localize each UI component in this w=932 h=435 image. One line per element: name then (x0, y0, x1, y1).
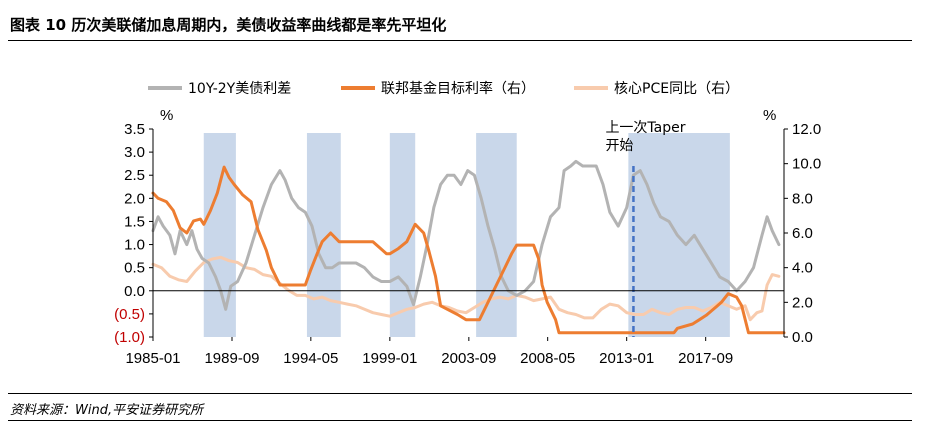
axes: 3.5 3.0 2.5 2.0 1.5 1.0 0.5 0.0 (0.5) (1.0)% 12.0 1… (114, 107, 821, 367)
shaded-period (476, 133, 517, 337)
figure-title: 图表 10 历次美联储加息周期内，美债收益率曲线都是率先平坦化 (10, 16, 447, 34)
right-tick-label: 12.0 (792, 121, 821, 138)
left-tick-label: 2.0 (124, 190, 145, 207)
series-layer (151, 159, 786, 335)
right-tick-label: 0.0 (792, 329, 813, 346)
left-tick-label: (1.0) (114, 329, 145, 346)
x-tick-label: 2003-09 (441, 350, 496, 367)
x-tick-label: 1985-01 (125, 350, 180, 367)
right-tick-label: 6.0 (792, 225, 813, 242)
annotation-line-2: 开始 (605, 138, 633, 154)
right-tick-label: 2.0 (792, 294, 813, 311)
right-tick-label: 8.0 (792, 190, 813, 207)
legend: 10Y-2Y美债利差 联邦基金目标利率（右） 核心PCE同比（右） (148, 80, 739, 97)
x-tick-label: 2013-01 (599, 350, 654, 367)
left-tick-label: 3.5 (124, 121, 145, 138)
top-rule (8, 40, 912, 41)
x-tick-label: 2008-05 (520, 350, 575, 367)
left-tick-label: (0.5) (114, 306, 145, 323)
bottom-rule (8, 393, 912, 394)
pce-line (151, 255, 781, 322)
footer-rule (8, 420, 912, 421)
spread-line (151, 159, 781, 311)
x-tick-label: 2017-09 (678, 350, 733, 367)
right-tick-label: 10.0 (792, 156, 821, 173)
right-unit-label: % (763, 107, 776, 124)
left-tick-label: 2.5 (124, 167, 145, 184)
right-tick-label: 4.0 (792, 260, 813, 277)
left-tick-label: 1.5 (124, 213, 145, 230)
x-tick-label: 1989-09 (204, 350, 259, 367)
x-tick-label: 1994-05 (283, 350, 338, 367)
left-tick-label: 1.0 (124, 237, 145, 254)
left-tick-label: 0.0 (124, 283, 145, 300)
shaded-period (306, 133, 341, 337)
legend-item-spread-label: 10Y-2Y美债利差 (188, 81, 291, 97)
chart: 10Y-2Y美债利差 联邦基金目标利率（右） 核心PCE同比（右） 上一次Taper… (114, 80, 821, 367)
x-tick-label: 1999-01 (362, 350, 417, 367)
left-tick-label: 3.0 (124, 144, 145, 161)
left-unit-label: % (160, 107, 173, 124)
taper-marker: 上一次Taper 开始 (605, 120, 686, 337)
shaded-periods (203, 133, 730, 337)
source-note: 资料来源：Wind,平安证券研究所 (10, 403, 204, 418)
annotation-line-1: 上一次Taper (605, 120, 685, 136)
fedfunds-line (151, 165, 786, 335)
shaded-period (203, 133, 236, 337)
legend-item-pce-label: 核心PCE同比（右） (614, 81, 739, 97)
left-tick-label: 0.5 (124, 260, 145, 277)
legend-item-fedfunds-label: 联邦基金目标利率（右） (381, 80, 535, 97)
